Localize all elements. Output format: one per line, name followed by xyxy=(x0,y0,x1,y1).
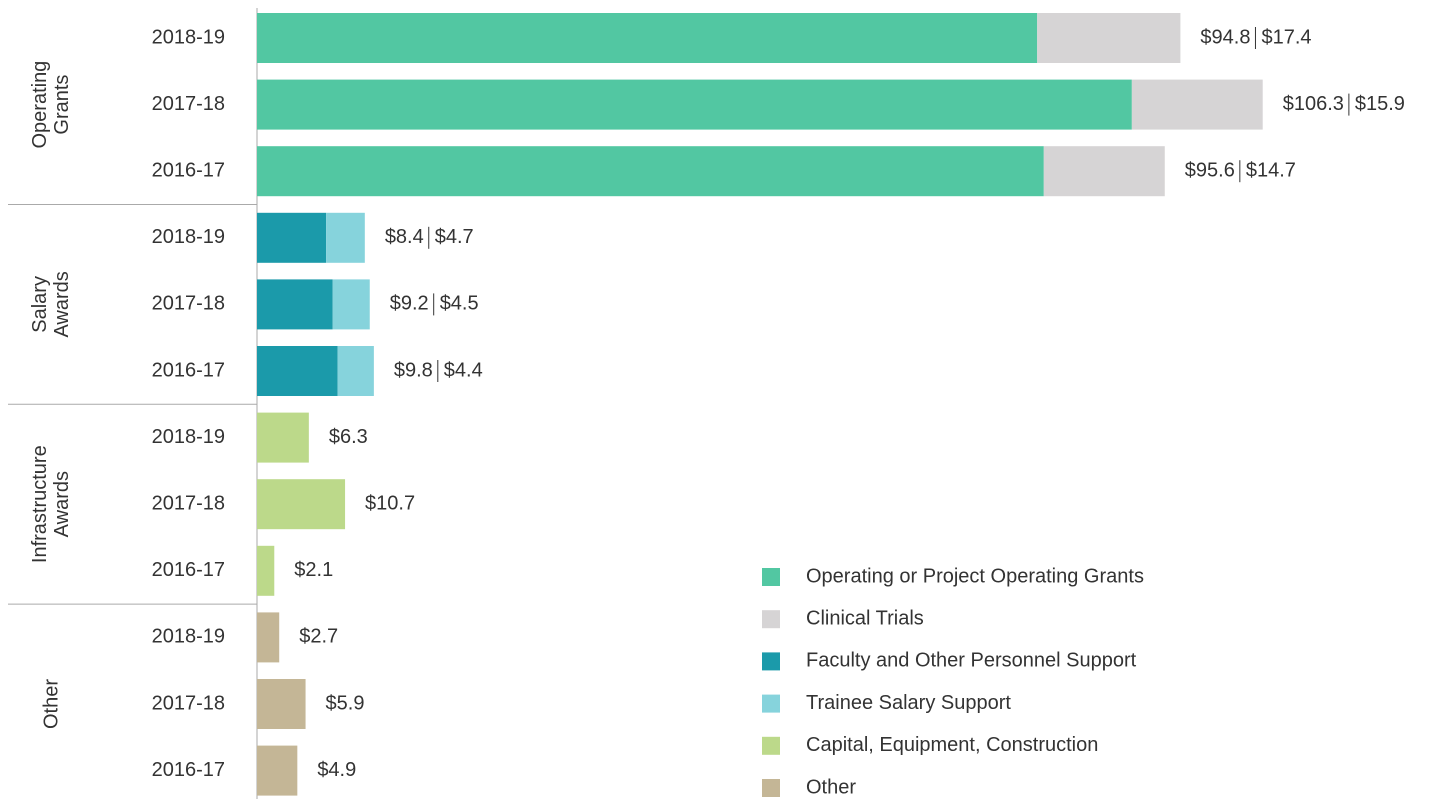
bar-segment xyxy=(257,545,275,596)
data-label: $95.6 xyxy=(1185,159,1235,181)
data-label: $14.7 xyxy=(1246,159,1296,181)
data-label: $4.9 xyxy=(317,759,356,781)
legend-swatch xyxy=(762,694,780,713)
bar-segment xyxy=(257,212,327,263)
legend-label: Faculty and Other Personnel Support xyxy=(806,650,1137,672)
data-label: $9.8 xyxy=(394,359,433,381)
category-label: 2016-17 xyxy=(152,559,225,581)
group-label: SalaryAwards xyxy=(29,271,73,337)
bar-segment xyxy=(326,212,365,263)
bar-segment xyxy=(257,346,338,396)
legend-label: Trainee Salary Support xyxy=(806,692,1011,714)
group-label: Other xyxy=(40,679,62,729)
legend-label: Capital, Equipment, Construction xyxy=(806,734,1098,756)
category-label: 2018-19 xyxy=(152,226,225,248)
bar-segment xyxy=(1131,79,1263,130)
category-label: 2016-17 xyxy=(152,159,225,181)
bar-segment xyxy=(257,679,306,729)
legend-swatch xyxy=(762,652,780,671)
category-label: 2017-18 xyxy=(152,293,225,315)
category-label: 2016-17 xyxy=(152,759,225,781)
data-label: $94.8 xyxy=(1200,26,1250,48)
category-label: 2017-18 xyxy=(152,492,225,514)
category-label: 2018-19 xyxy=(152,626,225,648)
bar-segment xyxy=(257,479,346,530)
data-label: $2.1 xyxy=(294,559,333,581)
bar-segment xyxy=(257,745,298,796)
data-label: $2.7 xyxy=(299,626,338,648)
data-label: $10.7 xyxy=(365,492,415,514)
data-label: $8.4 xyxy=(385,226,424,248)
bar-segment xyxy=(257,146,1044,197)
category-label: 2017-18 xyxy=(152,93,225,115)
group-label: InfrastructureAwards xyxy=(29,445,73,563)
category-label: 2016-17 xyxy=(152,359,225,381)
data-label: $6.3 xyxy=(329,426,368,448)
category-label: 2018-19 xyxy=(152,426,225,448)
category-label: 2017-18 xyxy=(152,692,225,714)
data-label: $4.7 xyxy=(435,226,474,248)
bar-segment xyxy=(257,13,1038,63)
legend-label: Other xyxy=(806,776,856,798)
bar-segment xyxy=(1037,13,1181,63)
group-label: OperatingGrants xyxy=(29,61,73,149)
legend-swatch xyxy=(762,568,780,586)
data-label: $106.3 xyxy=(1283,93,1344,115)
category-label: 2018-19 xyxy=(152,26,225,48)
data-label: $5.9 xyxy=(326,692,365,714)
bar-segment xyxy=(1043,146,1165,197)
bar-segment xyxy=(257,612,280,663)
legend-label: Clinical Trials xyxy=(806,607,924,629)
bar-segment xyxy=(257,412,309,463)
data-label: $9.2 xyxy=(390,293,429,315)
data-label: $4.4 xyxy=(444,359,483,381)
bar-segment xyxy=(257,279,333,330)
bar-segment xyxy=(337,346,374,396)
legend-swatch xyxy=(762,610,780,629)
legend-label: Operating or Project Operating Grants xyxy=(806,565,1144,587)
legend-swatch xyxy=(762,779,780,797)
data-label: $15.9 xyxy=(1355,93,1405,115)
data-label: $17.4 xyxy=(1261,26,1311,48)
bar-segment xyxy=(332,279,370,330)
legend-swatch xyxy=(762,736,780,755)
bar-segment xyxy=(257,79,1132,130)
data-label: $4.5 xyxy=(440,293,479,315)
